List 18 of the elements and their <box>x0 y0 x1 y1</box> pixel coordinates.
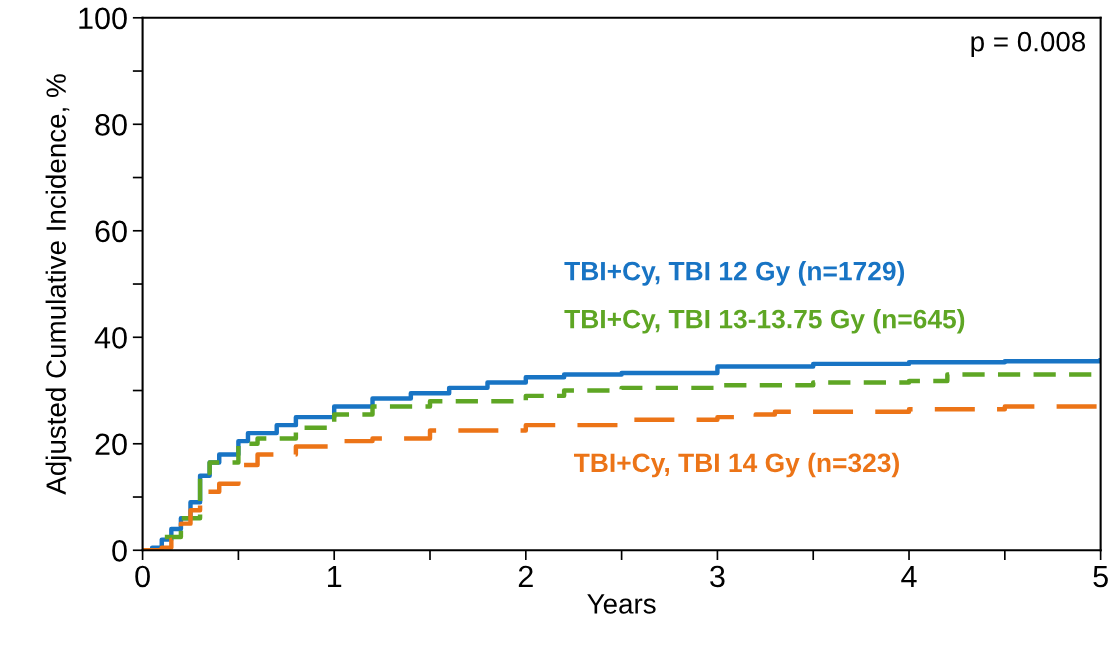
x-tick-label: 4 <box>901 565 917 587</box>
y-tick-label: 20 <box>95 433 127 456</box>
y-tick-label: 80 <box>95 114 127 136</box>
x-tick-label: 3 <box>710 565 725 588</box>
x-axis-title: Years <box>587 594 656 614</box>
x-tick-label: 5 <box>1093 565 1108 588</box>
text: TBI+Cy, TBI 12 Gy (n=1729) <box>564 261 905 286</box>
x-tick-label: 2 <box>518 565 533 587</box>
annotation: p = 0.008 <box>971 31 1086 57</box>
y-tick-label: 0 <box>112 540 127 562</box>
series-label: TBI+Cy, TBI 14 Gy (n=323) <box>574 452 899 478</box>
y-axis-title: Adjusted Cumulative Incidence, % <box>45 74 72 495</box>
y-tick-label: 60 <box>95 220 127 243</box>
y-tick-label: 40 <box>94 327 127 349</box>
series-label: TBI+Cy, TBI 13-13.75 Gy (n=645) <box>564 309 965 334</box>
y-tick-label: 100 <box>79 7 127 30</box>
x-tick-label: 0 <box>135 565 150 588</box>
x-tick-label: 1 <box>328 565 342 587</box>
